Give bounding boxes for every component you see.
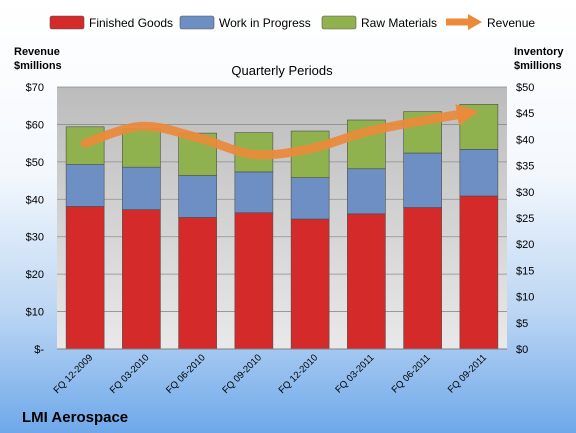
right-tick-label: $15 <box>516 265 534 277</box>
chart-subtitle: Quarterly Periods <box>231 63 333 78</box>
revenue-line <box>80 108 472 160</box>
bar-finished-goods <box>234 212 274 350</box>
x-tick-label: FQ 03-2011 <box>333 352 376 395</box>
x-tick-label: FQ 12-2009 <box>52 352 96 396</box>
revenue-arrowhead <box>455 104 479 126</box>
legend-item-raw-materials: Raw Materials <box>321 15 437 30</box>
x-tick-label: FQ 06-2010 <box>164 352 208 396</box>
left-tick-label: $60 <box>26 119 44 131</box>
legend-label-revenue: Revenue <box>487 16 535 30</box>
legend-item-finished-goods: Finished Goods <box>49 15 173 30</box>
legend-swatch-raw-materials <box>321 15 357 30</box>
x-tick-label: FQ 09-2011 <box>446 352 489 395</box>
bar-finished-goods <box>290 218 330 350</box>
left-tick-label: $- <box>34 344 44 356</box>
right-tick-label: $0 <box>516 344 528 356</box>
bar-finished-goods <box>403 207 442 350</box>
bar-work-in-progress <box>403 152 442 208</box>
right-tick-label: $40 <box>516 134 534 146</box>
left-tick-label: $10 <box>26 307 44 319</box>
x-tick-label: FQ 12-2010 <box>277 352 321 396</box>
bar-finished-goods <box>178 217 217 350</box>
legend-swatch-work-in-progress <box>179 15 215 30</box>
left-tick-label: $40 <box>26 194 44 206</box>
right-tick-label: $20 <box>516 239 534 251</box>
legend-item-work-in-progress: Work in Progress <box>179 15 311 30</box>
legend-item-revenue: Revenue <box>446 14 535 30</box>
legend-label-work-in-progress: Work in Progress <box>219 16 311 30</box>
right-axis-title-line1: Inventory <box>514 46 564 58</box>
bar-work-in-progress <box>459 149 499 197</box>
right-axis-ticks: $0 $5 $10 $15 $20 $25 $30 $35 $40 $45 $50 <box>516 82 534 356</box>
x-axis-ticks: FQ 12-2009 FQ 03-2010 FQ 06-2010 FQ 09-2010… <box>52 352 489 396</box>
legend-label-finished-goods: Finished Goods <box>89 16 173 30</box>
bars <box>65 103 499 350</box>
bar-finished-goods <box>347 213 386 350</box>
legend-label-raw-materials: Raw Materials <box>361 16 437 30</box>
bar-work-in-progress <box>178 175 217 218</box>
left-axis-title-line2: $millions <box>14 60 62 72</box>
right-axis-title-line2: $millions <box>514 60 562 72</box>
company-name: LMI Aerospace <box>22 409 128 426</box>
bar-finished-goods <box>122 209 161 350</box>
bar-work-in-progress <box>122 166 161 210</box>
right-tick-label: $50 <box>516 82 534 94</box>
right-tick-label: $10 <box>516 292 534 304</box>
legend-swatch-finished-goods <box>49 15 85 30</box>
bar-work-in-progress <box>234 171 274 214</box>
left-axis-ticks: $- $10 $20 $30 $40 $50 $60 $70 <box>26 82 45 356</box>
right-tick-label: $45 <box>516 108 534 120</box>
bar-raw-materials <box>122 128 161 168</box>
left-axis-title-line1: Revenue <box>14 46 60 58</box>
left-tick-label: $70 <box>26 82 44 94</box>
legend: Finished Goods Work in Progress Raw Mate… <box>49 14 535 30</box>
x-tick-label: FQ 03-2010 <box>108 352 152 396</box>
x-tick-label: FQ 06-2011 <box>390 352 433 395</box>
legend-arrow-revenue <box>468 14 482 30</box>
right-tick-label: $30 <box>516 187 534 199</box>
right-tick-label: $35 <box>516 161 534 173</box>
x-tick-label: FQ 09-2010 <box>220 352 264 396</box>
right-tick-label: $5 <box>516 318 528 330</box>
bar-work-in-progress <box>290 177 330 220</box>
bar-work-in-progress <box>347 168 386 215</box>
right-tick-label: $25 <box>516 213 534 225</box>
revenue-line-group <box>80 104 479 160</box>
left-tick-label: $30 <box>26 232 44 244</box>
left-tick-label: $20 <box>26 269 44 281</box>
left-tick-label: $50 <box>26 157 44 169</box>
bar-finished-goods <box>65 206 105 350</box>
bar-work-in-progress <box>65 164 105 207</box>
bar-finished-goods <box>459 195 499 350</box>
